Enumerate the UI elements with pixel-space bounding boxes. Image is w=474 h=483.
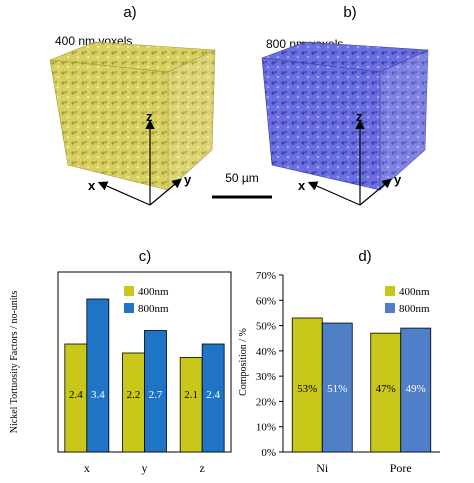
legend-c: 400nm 800nm [124, 286, 169, 315]
legend-label-400nm-c: 400nm [138, 286, 169, 298]
bar-400nm-Ni [291, 317, 323, 453]
data-label-800nm-Ni: 51% [327, 383, 347, 395]
axis-y-label-a: y [184, 172, 192, 187]
y-tick-label-d: 50% [256, 321, 276, 333]
panel-c-label: c) [139, 248, 152, 265]
panel-a-label: a) [123, 4, 136, 21]
bar-800nm-Ni [321, 322, 353, 453]
bar-400nm-y [122, 352, 145, 453]
y-tick-label-d: 0% [261, 447, 276, 459]
y-tick-label-d: 70% [256, 270, 276, 282]
y-tick-label-d: 60% [256, 295, 276, 307]
scale-bar-label: 50 µm [225, 171, 259, 185]
axis-y-label-b: y [394, 172, 402, 187]
data-label-400nm-z: 2.1 [184, 389, 198, 401]
chart-c: c) Nickel Tortuosity Factors / no-units … [9, 248, 232, 475]
scale-bar: 50 µm [212, 171, 272, 199]
data-label-400nm-y: 2.2 [127, 389, 141, 401]
legend-d: 400nm 800nm [385, 286, 430, 315]
bar-800nm-x [86, 298, 110, 453]
axis-z-label-a: z [146, 109, 153, 124]
legend-swatch-400nm-d [385, 286, 395, 296]
cube-a [49, 41, 216, 191]
axes-triad-b: z x y [298, 109, 402, 206]
panel-b: b) 800 nm voxels z x y [261, 4, 429, 206]
legend-label-800nm-c: 800nm [138, 303, 169, 315]
panel-d-label: d) [358, 248, 371, 265]
panel-b-label: b) [343, 4, 356, 21]
y-axis-label-c: Nickel Tortuosity Factors / no-units [9, 291, 20, 434]
x-tick-label-z: z [200, 461, 205, 475]
axis-x-label-b: x [298, 178, 306, 193]
chart-d: d) Composition / % 0% 10% 20% 30% 40% 50% 60% 7… [238, 248, 440, 475]
y-tick-label-d: 30% [256, 371, 276, 383]
data-label-800nm-x: 3.4 [91, 389, 105, 401]
legend-label-800nm-d: 800nm [399, 303, 430, 315]
cube-b [261, 41, 429, 191]
legend-swatch-800nm-c [124, 303, 134, 313]
y-tick-label-d: 20% [256, 396, 276, 408]
x-tick-label-x: x [84, 461, 90, 475]
x-tick-label-Pore: Pore [390, 461, 412, 475]
data-label-400nm-Ni: 53% [297, 383, 317, 395]
data-label-800nm-Pore: 49% [406, 383, 426, 395]
bar-400nm-z [179, 357, 203, 453]
bar-400nm-Pore [370, 332, 402, 453]
bar-800nm-y [144, 330, 167, 453]
bar-800nm-z [201, 343, 225, 453]
y-tick-label-d: 10% [256, 422, 276, 434]
y-tick-label-d: 40% [256, 346, 276, 358]
axes-triad-a: z x y [88, 109, 192, 206]
data-label-400nm-Pore: 47% [376, 383, 396, 395]
data-label-800nm-y: 2.7 [149, 389, 163, 401]
legend-swatch-800nm-d [385, 303, 395, 313]
data-label-800nm-z: 2.4 [206, 389, 220, 401]
x-tick-label-Ni: Ni [316, 461, 329, 475]
panel-a: a) 400 nm voxels z x y [49, 4, 216, 206]
legend-label-400nm-d: 400nm [399, 286, 430, 298]
axis-x-label-a: x [88, 178, 96, 193]
data-label-400nm-x: 2.4 [69, 389, 83, 401]
y-axis-label-d: Composition / % [238, 328, 249, 396]
axis-z-label-b: z [356, 109, 363, 124]
bar-800nm-Pore [400, 327, 432, 453]
x-tick-label-y: y [142, 461, 148, 475]
legend-swatch-400nm-c [124, 286, 134, 296]
